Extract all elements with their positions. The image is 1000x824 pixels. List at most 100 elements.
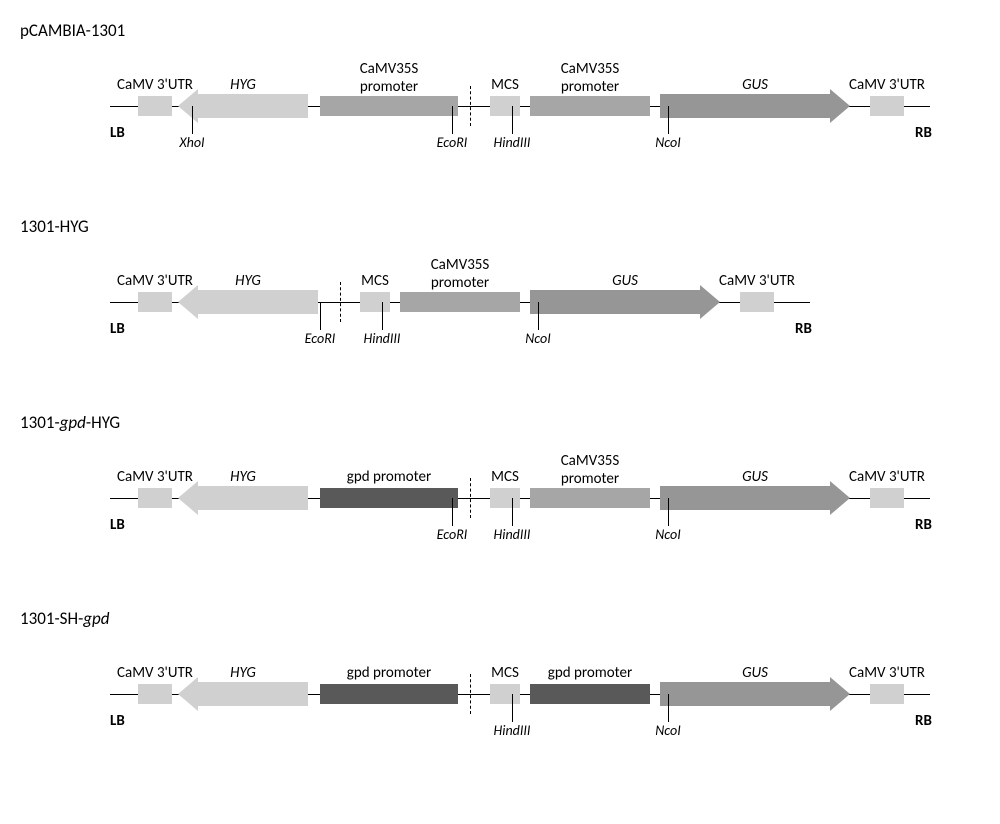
site-tick bbox=[452, 106, 453, 134]
site-tick bbox=[320, 302, 321, 330]
construct-1: 1301-HYG LB RB CaMV 3'UTR HYG MCS CaMV35S prom… bbox=[20, 216, 980, 372]
feature-box bbox=[400, 292, 520, 312]
left-border-label: LB bbox=[110, 712, 125, 730]
arrow-head-icon bbox=[830, 89, 850, 123]
feature-box bbox=[138, 292, 172, 312]
dash-separator bbox=[470, 674, 471, 714]
gene-arrow-left bbox=[198, 682, 308, 706]
feature-box bbox=[490, 684, 520, 704]
site-tick bbox=[668, 694, 669, 722]
feature-label: gpd promoter bbox=[347, 468, 431, 486]
restriction-site-label: HindIII bbox=[494, 722, 531, 739]
feature-label: GUS bbox=[742, 468, 768, 486]
feature-box bbox=[138, 488, 172, 508]
right-border-label: RB bbox=[795, 320, 812, 338]
site-tick bbox=[192, 106, 193, 134]
feature-label: GUS bbox=[612, 272, 638, 290]
feature-label: CaMV 3'UTR bbox=[849, 468, 925, 486]
left-border-label: LB bbox=[110, 124, 125, 142]
feature-box bbox=[530, 96, 650, 116]
site-tick bbox=[668, 106, 669, 134]
right-border-label: RB bbox=[915, 516, 932, 534]
feature-label: CaMV 3'UTR bbox=[719, 272, 795, 290]
restriction-site-label: XhoI bbox=[179, 134, 204, 151]
feature-box bbox=[360, 292, 390, 312]
gene-arrow-left bbox=[198, 290, 318, 314]
feature-label: HYG bbox=[230, 468, 256, 486]
feature-label: MCS bbox=[361, 272, 389, 290]
arrow-head-icon bbox=[178, 677, 198, 711]
feature-label: CaMV35S promoter bbox=[431, 256, 490, 292]
arrow-head-icon bbox=[830, 677, 850, 711]
arrow-head-icon bbox=[178, 481, 198, 515]
feature-box bbox=[320, 488, 458, 508]
feature-label: MCS bbox=[491, 468, 519, 486]
feature-label: MCS bbox=[491, 664, 519, 682]
feature-box bbox=[530, 684, 650, 704]
restriction-site-label: EcoRI bbox=[437, 134, 468, 151]
site-tick bbox=[512, 498, 513, 526]
site-tick bbox=[538, 302, 539, 330]
gene-arrow-right bbox=[660, 486, 830, 510]
restriction-site-label: EcoRI bbox=[437, 526, 468, 543]
site-tick bbox=[512, 694, 513, 722]
map: LBRBCaMV 3'UTRHYGMCSCaMV35S promoterGUSC… bbox=[20, 252, 980, 372]
feature-box bbox=[490, 488, 520, 508]
feature-label: HYG bbox=[230, 76, 256, 94]
restriction-site-label: NcoI bbox=[655, 134, 680, 151]
map: LBRBCaMV 3'UTRHYGCaMV35S promoterMCSCaMV… bbox=[20, 56, 980, 176]
right-border-label: RB bbox=[915, 712, 932, 730]
feature-label: CaMV35S promoter bbox=[561, 60, 620, 96]
gene-arrow-left bbox=[198, 486, 308, 510]
site-tick bbox=[452, 498, 453, 526]
feature-box bbox=[870, 96, 904, 116]
restriction-site-label: HindIII bbox=[364, 330, 401, 347]
restriction-site-label: NcoI bbox=[655, 526, 680, 543]
dash-separator bbox=[470, 478, 471, 518]
gene-arrow-right bbox=[660, 682, 830, 706]
construct-title: 1301-HYG bbox=[20, 216, 980, 237]
feature-box bbox=[138, 96, 172, 116]
dash-separator bbox=[340, 282, 341, 322]
right-border-label: RB bbox=[915, 124, 932, 142]
feature-label: CaMV 3'UTR bbox=[849, 76, 925, 94]
feature-box bbox=[870, 488, 904, 508]
restriction-site-label: NcoI bbox=[525, 330, 550, 347]
plasmid-maps: pCAMBIA-1301 LB RB CaMV 3'UTR HYG CaMV35S pro… bbox=[20, 20, 980, 764]
feature-label: gpd promoter bbox=[347, 664, 431, 682]
feature-box bbox=[320, 684, 458, 704]
feature-label: HYG bbox=[235, 272, 261, 290]
left-border-label: LB bbox=[110, 320, 125, 338]
arrow-head-icon bbox=[178, 89, 198, 123]
restriction-site-label: HindIII bbox=[494, 526, 531, 543]
feature-box bbox=[870, 684, 904, 704]
construct-title: pCAMBIA-1301 bbox=[20, 20, 980, 41]
construct-3: 1301-SH-gpdLBRBCaMV 3'UTRHYGgpd promoter… bbox=[20, 608, 980, 764]
gene-arrow-left bbox=[198, 94, 308, 118]
feature-label: CaMV 3'UTR bbox=[849, 664, 925, 682]
site-tick bbox=[668, 498, 669, 526]
feature-box bbox=[490, 96, 520, 116]
restriction-site-label: NcoI bbox=[655, 722, 680, 739]
feature-box bbox=[320, 96, 458, 116]
site-tick bbox=[512, 106, 513, 134]
restriction-site-label: EcoRI bbox=[305, 330, 336, 347]
feature-label: GUS bbox=[742, 76, 768, 94]
construct-title: 1301-gpd-HYG bbox=[20, 412, 980, 433]
restriction-site-label: HindIII bbox=[494, 134, 531, 151]
dash-separator bbox=[470, 86, 471, 126]
site-tick bbox=[382, 302, 383, 330]
gene-arrow-right bbox=[530, 290, 700, 314]
construct-0: pCAMBIA-1301 LB RB CaMV 3'UTR HYG CaMV35S pro… bbox=[20, 20, 980, 176]
feature-label: HYG bbox=[230, 664, 256, 682]
feature-box bbox=[740, 292, 774, 312]
feature-label: gpd promoter bbox=[548, 664, 632, 682]
construct-2: 1301-gpd-HYGLBRBCaMV 3'UTRHYGgpd promote… bbox=[20, 412, 980, 568]
map: LBRBCaMV 3'UTRHYGgpd promoterMCSCaMV35S … bbox=[20, 448, 980, 568]
arrow-head-icon bbox=[178, 285, 198, 319]
gene-arrow-right bbox=[660, 94, 830, 118]
feature-box bbox=[530, 488, 650, 508]
map: LB RB CaMV 3'UTR HYG gpd promoter MCS gpd prom… bbox=[20, 644, 980, 764]
feature-label: GUS bbox=[742, 664, 768, 682]
arrow-head-icon bbox=[700, 285, 720, 319]
